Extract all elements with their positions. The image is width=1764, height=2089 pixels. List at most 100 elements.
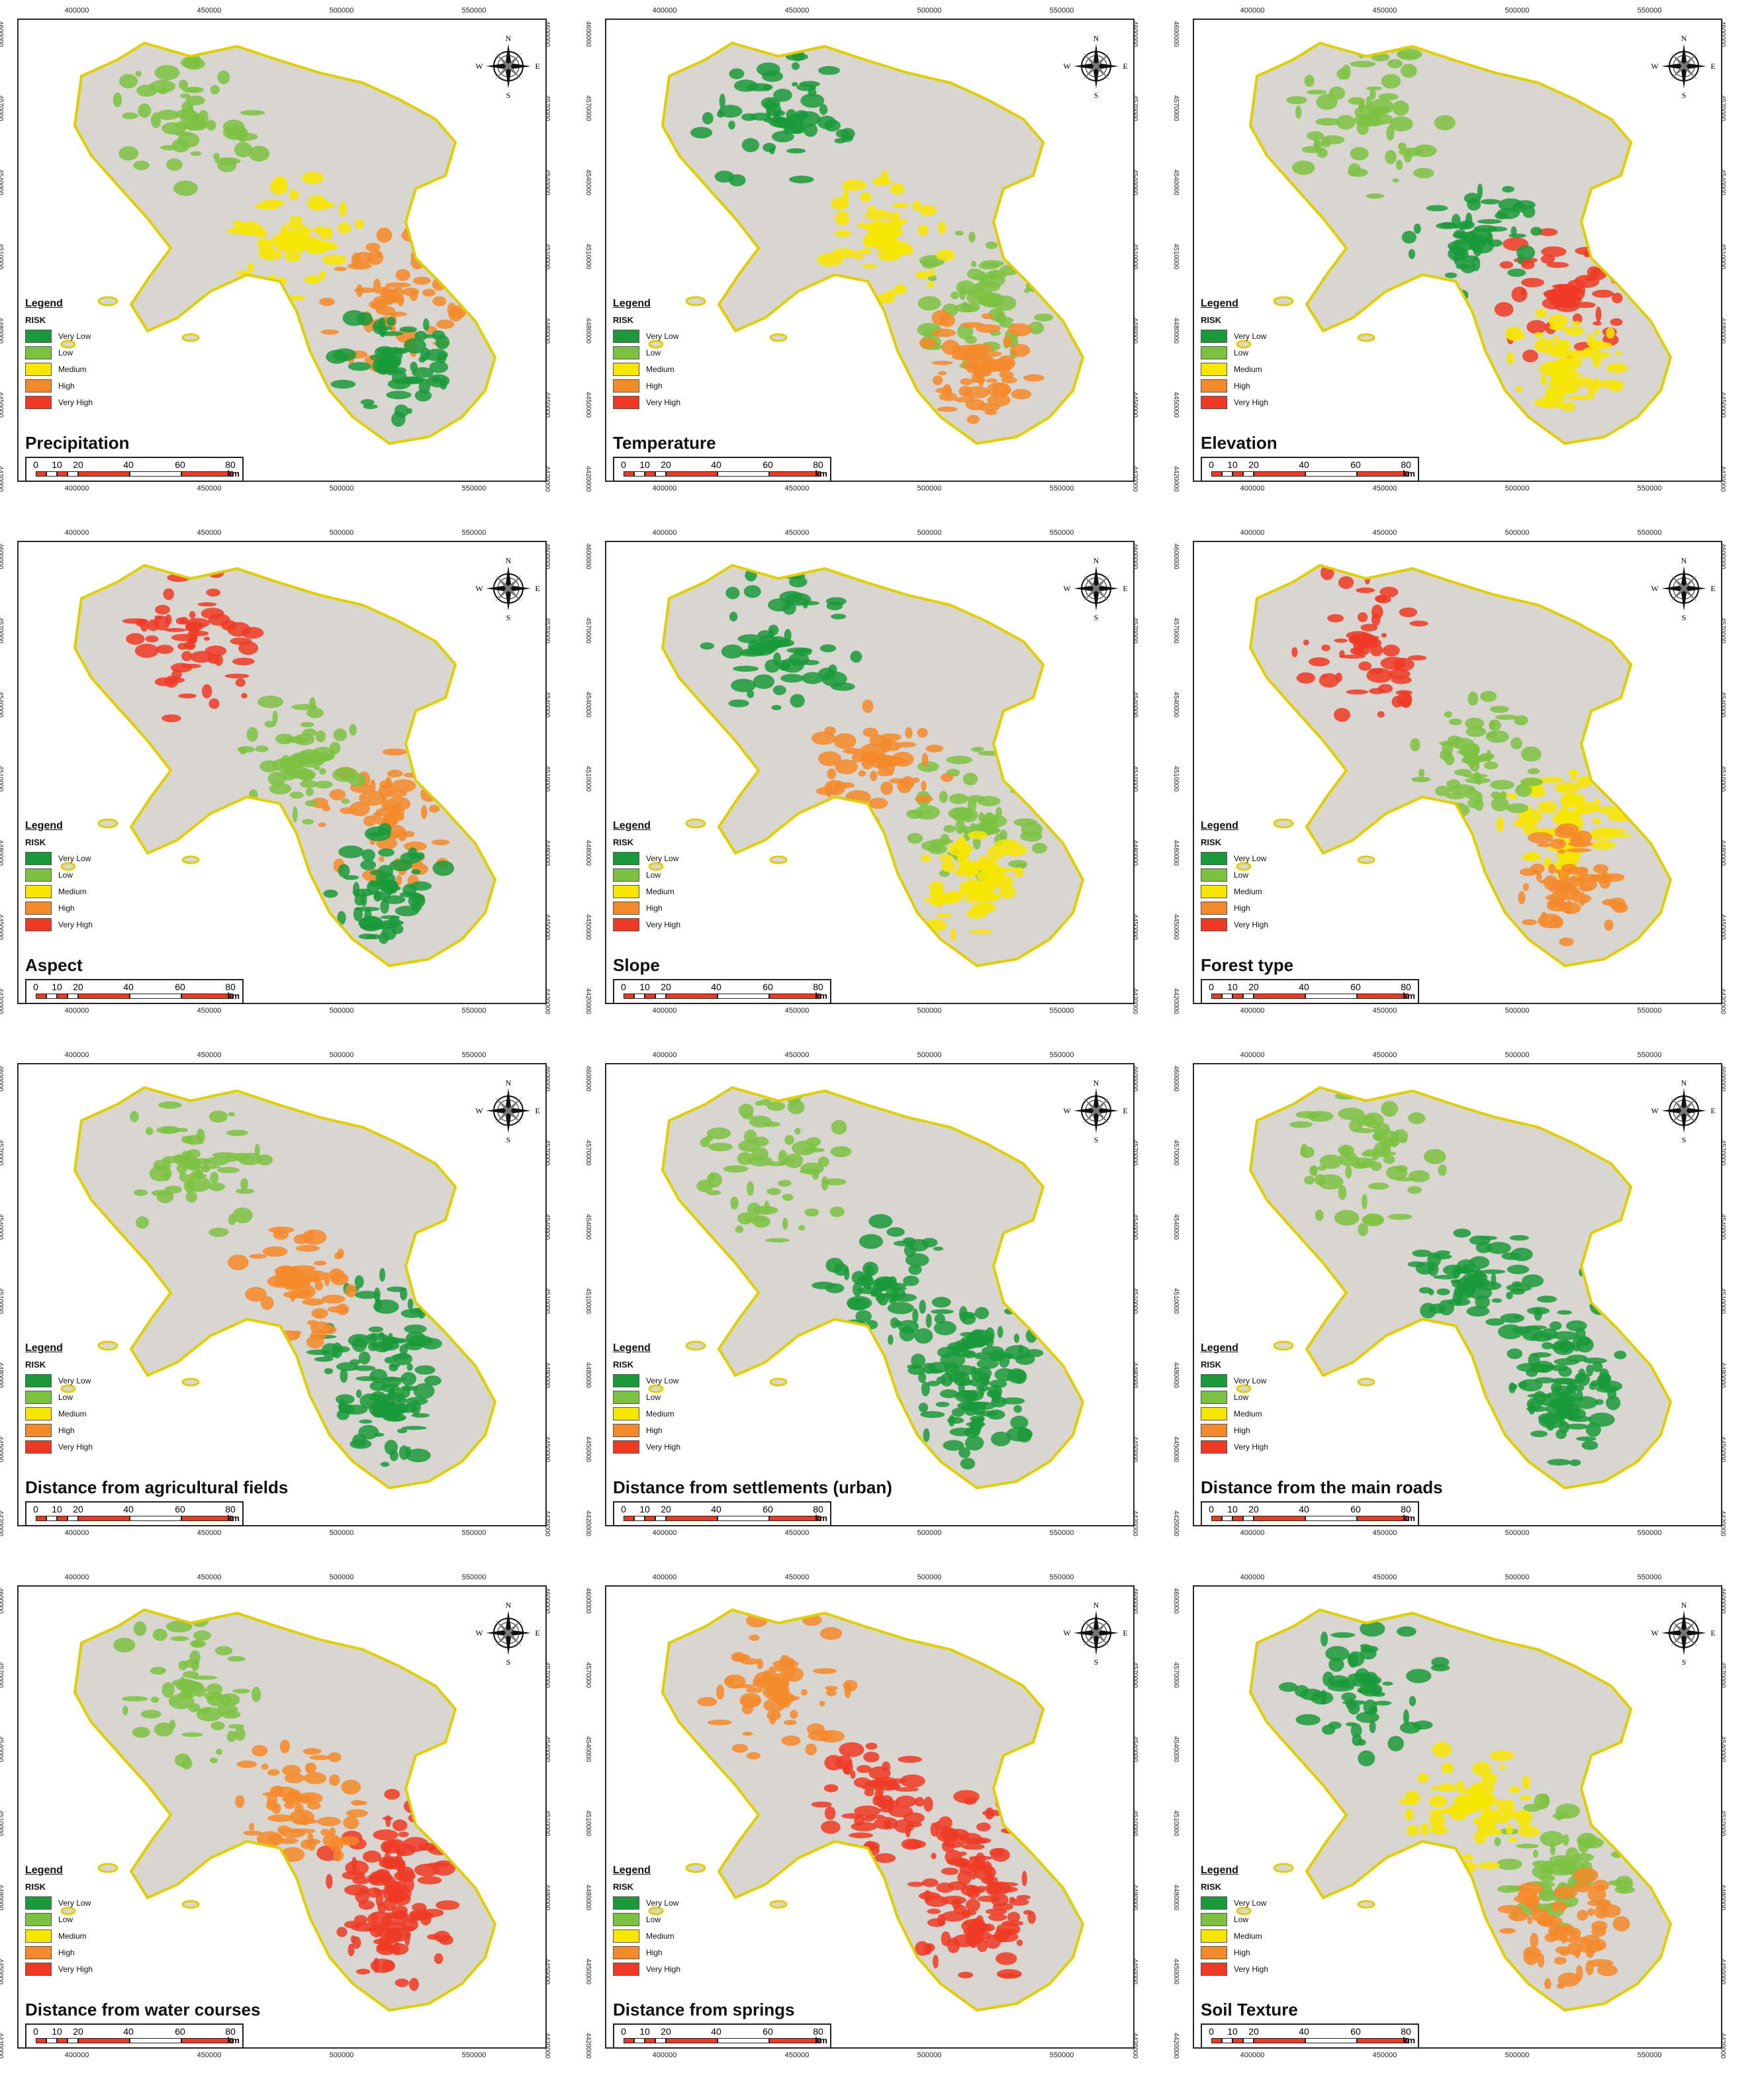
scale-segment [718,1516,769,1521]
risk-patch [1369,1720,1376,1734]
risk-patch [267,1814,294,1822]
y-tick-label: 4450000 [1172,914,1180,940]
risk-patch [1381,73,1401,89]
scale-segment [1211,2038,1222,2043]
legend-label: Low [1234,348,1249,357]
scale-segment [1222,471,1232,477]
risk-patch [972,356,984,371]
legend-swatch [1201,1373,1227,1387]
scale-segment [624,2038,634,2043]
risk-patch [1549,916,1563,929]
risk-patch [286,220,304,229]
risk-patch [1381,1101,1399,1117]
risk-patch [1403,149,1413,163]
y-tick-label: 4450000 [1172,392,1180,418]
risk-patch [892,221,902,228]
legend-label: Very Low [58,331,91,341]
risk-patch [385,776,392,788]
scale-segment [1254,2038,1305,2043]
risk-patch [1552,387,1576,393]
risk-patch [1552,1385,1572,1397]
risk-patch [1304,74,1315,87]
risk-patch [168,1693,195,1710]
risk-patch [146,1127,154,1135]
risk-patch [859,1234,883,1249]
risk-patch [792,1088,803,1093]
risk-patch [1567,770,1579,774]
map-title: Forest type [1201,955,1294,975]
y-axis-ticks-left: 4600000 4570000 4540000 4510000 4480000 44500… [1172,19,1189,492]
legend-item: Very Low [613,328,680,344]
risk-patch [235,1795,245,1808]
risk-patch [126,633,145,645]
risk-patch [1512,1281,1523,1287]
scale-segment [181,1516,233,1521]
x-axis-ticks-top: 400000 450000 500000 550000 [17,7,547,16]
risk-patch [1521,277,1544,287]
risk-patch [403,1798,426,1814]
risk-patch [328,1752,342,1763]
risk-patch [776,639,795,647]
risk-patch [897,779,912,794]
region-map [648,563,1085,968]
scale-segment [769,994,821,999]
risk-patch [960,322,985,328]
compass-w: W [475,584,483,593]
scale-segment [46,994,57,999]
risk-patch [175,109,198,119]
y-tick-label: 4510000 [0,244,4,269]
legend: Legend RISK Very Low Low Medium High Very High [1201,1342,1268,1455]
risk-patch [228,1254,249,1270]
risk-patch [209,698,220,709]
y-tick-label: 4540000 [1172,692,1180,718]
risk-patch [209,1182,225,1191]
compass-w: W [1651,584,1659,593]
x-tick-label: 550000 [1637,1529,1662,1537]
risk-patch [381,1959,395,1972]
risk-patch [1307,89,1327,95]
risk-patch [338,1403,350,1411]
risk-patch [1334,708,1350,722]
risk-patch [1561,402,1575,412]
scale-segment [1357,471,1409,477]
risk-patch [1389,116,1413,132]
risk-patch [113,1638,136,1653]
risk-patch [1450,1803,1468,1808]
risk-patch [212,153,220,160]
risk-patch [379,1332,385,1339]
risk-patch [930,1309,954,1315]
scale-segment [1211,471,1222,477]
x-tick-label: 450000 [784,1529,810,1537]
scale-segment [624,1516,634,1521]
legend-swatch [613,1423,639,1437]
risk-patch [954,230,964,236]
y-tick-label: 4510000 [584,766,592,792]
risk-patch [1009,344,1031,357]
scale-label: 10 [52,2026,62,2037]
scale-bar: 0 10 20 40 60 80 km [1201,2023,1419,2049]
risk-patch [864,1788,874,1796]
risk-patch [941,859,955,872]
legend-item: High [1201,1944,1268,1961]
compass-w: W [475,1106,483,1115]
risk-patch [802,672,824,684]
risk-patch [343,875,359,880]
risk-patch [779,639,785,646]
risk-patch [1420,1822,1429,1836]
island [1357,855,1375,864]
risk-patch [1010,1415,1029,1430]
legend-label: Medium [1234,1931,1262,1941]
risk-patch [388,1389,396,1398]
risk-patch [1604,1374,1610,1381]
risk-patch [158,87,168,95]
risk-patch [716,1684,725,1700]
scale-segment [130,2038,181,2043]
legend-subtitle: RISK [1201,315,1222,325]
risk-patch [844,1683,851,1698]
risk-patch [404,338,426,354]
risk-patch [136,84,158,97]
scale-label: 10 [52,982,62,992]
y-axis-ticks-left: 4600000 4570000 4540000 4510000 4480000 44500… [0,1585,13,2059]
risk-patch [1007,1794,1016,1807]
risk-patch [1594,773,1612,784]
